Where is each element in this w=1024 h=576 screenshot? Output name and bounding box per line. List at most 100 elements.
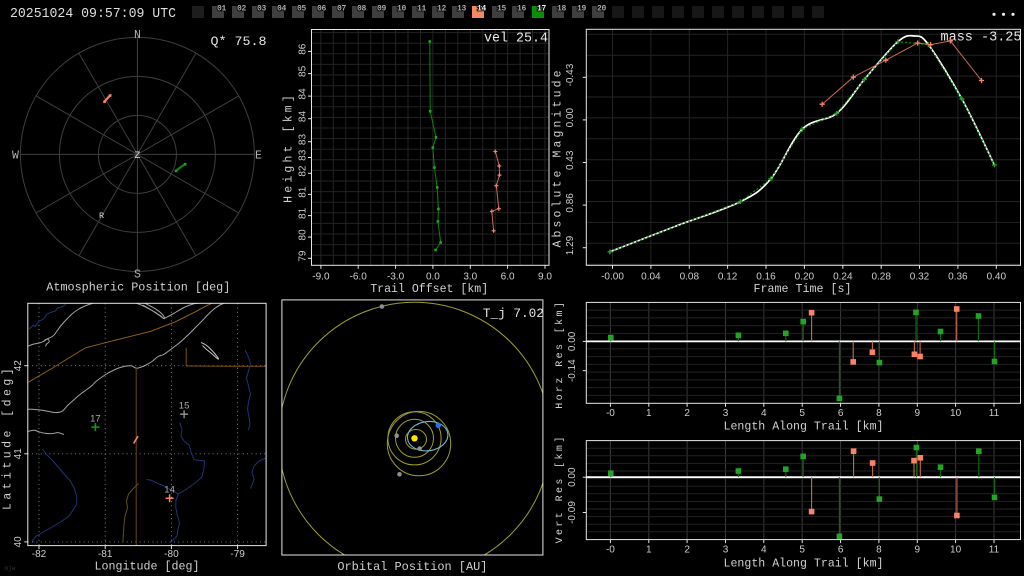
- svg-text:8: 8: [876, 408, 882, 419]
- svg-text:-0.14: -0.14: [567, 359, 578, 382]
- svg-text:20: 20: [597, 5, 607, 14]
- svg-text:Atmospheric Position [deg]: Atmospheric Position [deg]: [46, 281, 230, 295]
- svg-text:83: 83: [298, 134, 309, 146]
- svg-text:-0: -0: [606, 545, 615, 556]
- svg-text:S: S: [134, 269, 141, 282]
- svg-text:0.43: 0.43: [565, 150, 576, 170]
- svg-text:0.20: 0.20: [795, 272, 815, 283]
- svg-text:20251024 09:57:09 UTC: 20251024 09:57:09 UTC: [10, 7, 176, 22]
- svg-text:19: 19: [577, 5, 587, 14]
- svg-text:14: 14: [164, 485, 175, 496]
- svg-text:-3.0: -3.0: [387, 272, 405, 283]
- svg-text:15: 15: [497, 5, 507, 14]
- svg-text:R: R: [99, 211, 104, 221]
- svg-text:Trail Offset [km]: Trail Offset [km]: [370, 282, 488, 296]
- svg-text:-82: -82: [32, 549, 47, 560]
- svg-text:2: 2: [684, 408, 690, 419]
- svg-text:Longitude [deg]: Longitude [deg]: [95, 560, 200, 574]
- svg-text:01: 01: [217, 5, 227, 14]
- svg-text:1: 1: [646, 545, 652, 556]
- svg-text:81: 81: [298, 207, 309, 219]
- svg-text:0.0: 0.0: [426, 272, 440, 283]
- svg-text:79: 79: [298, 250, 309, 262]
- svg-text:10: 10: [397, 5, 407, 14]
- svg-text:3.0: 3.0: [463, 272, 477, 283]
- svg-text:11: 11: [989, 545, 1000, 556]
- svg-text:84: 84: [298, 88, 309, 100]
- svg-text:14: 14: [477, 5, 487, 14]
- svg-text:Orbital Position [AU]: Orbital Position [AU]: [337, 560, 487, 574]
- svg-text:Length Along Trail [km]: Length Along Trail [km]: [724, 420, 884, 434]
- svg-text:07: 07: [337, 5, 347, 14]
- svg-text:T_j 7.02: T_j 7.02: [483, 306, 544, 321]
- svg-text:0.86: 0.86: [565, 193, 576, 213]
- svg-text:0.16: 0.16: [756, 272, 776, 283]
- svg-text:16: 16: [517, 5, 527, 14]
- svg-text:Q* 75.8: Q* 75.8: [211, 34, 267, 49]
- svg-text:17: 17: [90, 414, 101, 425]
- svg-text:6.0: 6.0: [501, 272, 515, 283]
- svg-text:80: 80: [298, 229, 309, 241]
- svg-text:-0.09: -0.09: [567, 501, 578, 524]
- svg-text:15: 15: [179, 401, 190, 412]
- svg-text:-6.0: -6.0: [350, 272, 368, 283]
- svg-text:85: 85: [298, 65, 309, 77]
- svg-text:6: 6: [838, 545, 844, 556]
- svg-text:06: 06: [317, 5, 327, 14]
- svg-text:9.0: 9.0: [538, 272, 552, 283]
- svg-text:Horz Res [km]: Horz Res [km]: [554, 302, 566, 409]
- svg-text:86: 86: [298, 43, 309, 55]
- svg-text:9: 9: [915, 408, 921, 419]
- svg-text:08: 08: [357, 5, 367, 14]
- svg-text:1.29: 1.29: [565, 235, 576, 255]
- svg-text:-9.0: -9.0: [312, 272, 330, 283]
- svg-text:mass -3.25: mass -3.25: [941, 31, 1022, 46]
- svg-text:84: 84: [298, 111, 309, 123]
- svg-text:0.40: 0.40: [987, 272, 1007, 283]
- svg-text:17: 17: [537, 5, 547, 14]
- svg-text:1: 1: [646, 408, 652, 419]
- svg-text:11: 11: [989, 408, 1000, 419]
- svg-text:0.00: 0.00: [565, 108, 576, 128]
- svg-text:02: 02: [237, 5, 247, 14]
- svg-text:W: W: [12, 150, 19, 163]
- svg-text:41: 41: [13, 448, 24, 460]
- svg-text:0.32: 0.32: [910, 272, 930, 283]
- svg-text:0.04: 0.04: [641, 272, 661, 283]
- svg-text:6: 6: [838, 408, 844, 419]
- svg-text:-80: -80: [164, 549, 179, 560]
- svg-text:10: 10: [950, 545, 962, 556]
- svg-text:5: 5: [799, 408, 805, 419]
- svg-text:0.36: 0.36: [948, 272, 968, 283]
- svg-text:Length Along Trail [km]: Length Along Trail [km]: [724, 557, 884, 571]
- svg-text:40: 40: [13, 536, 24, 548]
- svg-text:09: 09: [377, 5, 387, 14]
- svg-text:8: 8: [876, 545, 882, 556]
- svg-text:3: 3: [723, 408, 729, 419]
- svg-text:82: 82: [298, 165, 309, 177]
- svg-text:0.00: 0.00: [567, 331, 578, 351]
- svg-text:-81: -81: [98, 549, 113, 560]
- svg-text:12: 12: [437, 5, 447, 14]
- svg-text:9: 9: [915, 545, 921, 556]
- svg-text:Frame Time [s]: Frame Time [s]: [754, 282, 852, 296]
- svg-text:-79: -79: [230, 549, 245, 560]
- svg-text:04: 04: [277, 5, 287, 14]
- svg-text:05: 05: [297, 5, 307, 14]
- svg-text:18: 18: [557, 5, 567, 14]
- svg-text:5: 5: [799, 545, 805, 556]
- svg-text:2: 2: [684, 545, 690, 556]
- svg-text:4: 4: [761, 408, 767, 419]
- svg-text:-0.00: -0.00: [601, 272, 624, 283]
- svg-text:0.00: 0.00: [567, 467, 578, 487]
- svg-text:83: 83: [298, 149, 309, 161]
- svg-text:mjw: mjw: [5, 565, 16, 572]
- svg-text:0.08: 0.08: [680, 272, 700, 283]
- svg-text:0.12: 0.12: [718, 272, 738, 283]
- svg-text:3: 3: [723, 545, 729, 556]
- svg-text:0.24: 0.24: [833, 272, 853, 283]
- svg-text:N: N: [134, 29, 141, 42]
- svg-text:13: 13: [457, 5, 467, 14]
- svg-text:E: E: [255, 150, 262, 163]
- svg-text:Vert Res [km]: Vert Res [km]: [554, 437, 566, 544]
